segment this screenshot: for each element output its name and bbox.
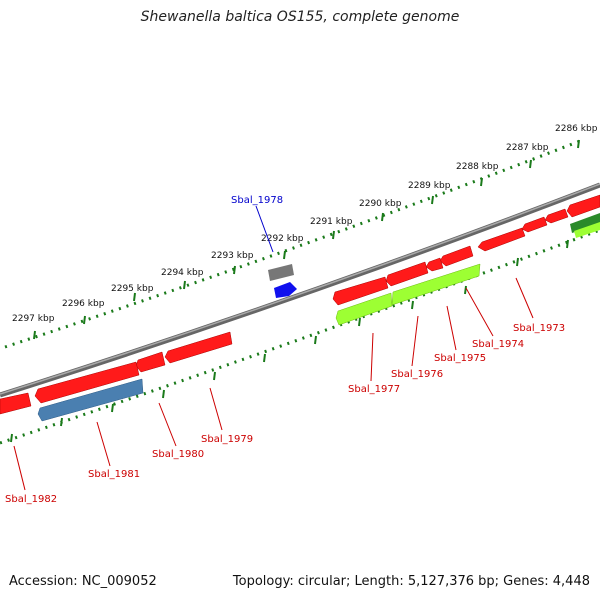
gene-sbal-1973[interactable] — [566, 194, 600, 218]
gene-blue[interactable] — [37, 378, 144, 422]
tick-label-2286: 2286 kbp — [555, 124, 598, 134]
label-sbal-1981: Sbal_1981 — [88, 469, 140, 480]
genome-summary: Topology: circular; Length: 5,127,376 bp… — [232, 574, 590, 589]
genome-backbone — [0, 182, 600, 398]
label-sbal-1982: Sbal_1982 — [5, 494, 57, 505]
gene-sbal-1982-red[interactable] — [34, 361, 140, 404]
tick-label-2287: 2287 kbp — [506, 143, 549, 153]
gene-sbal-1981-red[interactable] — [135, 351, 166, 373]
outer-major-ticks — [33, 139, 580, 340]
reverse-genes — [37, 213, 600, 422]
label-sbal-1975: Sbal_1975 — [434, 353, 486, 364]
tick-label-2294: 2294 kbp — [161, 268, 204, 278]
tick-label-2296: 2296 kbp — [62, 299, 105, 309]
tick-labels: 2286 kbp 2287 kbp 2288 kbp 2289 kbp 2290… — [12, 124, 598, 324]
label-sbal-1973: Sbal_1973 — [513, 323, 565, 334]
gene-sbal-1977[interactable] — [439, 245, 474, 267]
gene-green-edge[interactable] — [570, 213, 600, 233]
label-sbal-1977: Sbal_1977 — [348, 384, 400, 395]
tick-label-2293: 2293 kbp — [211, 251, 254, 261]
label-sbal-1978: Sbal_1978 — [231, 195, 283, 206]
inner-major-ticks — [10, 239, 569, 443]
forward-genes — [0, 194, 600, 415]
tick-label-2290: 2290 kbp — [359, 199, 402, 209]
gene-lime-2[interactable] — [335, 292, 393, 326]
gene-lime-1[interactable] — [391, 263, 481, 306]
gene-sbal-1974[interactable] — [544, 208, 569, 224]
tick-label-2291: 2291 kbp — [310, 217, 353, 227]
gene-sbal-1980-red[interactable] — [164, 331, 233, 364]
gene-sbal-1979-red[interactable] — [332, 276, 389, 306]
tick-label-2289: 2289 kbp — [408, 181, 451, 191]
tick-label-2297: 2297 kbp — [12, 314, 55, 324]
label-sbal-1976: Sbal_1976 — [391, 369, 443, 380]
gene-darkblue[interactable] — [274, 282, 297, 298]
gene-sbal-1976[interactable] — [477, 227, 526, 252]
label-sbal-1979: Sbal_1979 — [201, 434, 253, 445]
tick-label-2292: 2292 kbp — [261, 234, 304, 244]
inner-tick-track — [0, 228, 600, 445]
map-title: Shewanella baltica OS155, complete genom… — [140, 9, 460, 25]
gene-sbal-1978a[interactable] — [425, 257, 444, 272]
gene-lime-edge[interactable] — [574, 222, 600, 238]
gene-gray[interactable] — [268, 264, 294, 281]
tick-label-2288: 2288 kbp — [456, 162, 499, 172]
gene-labels: Sbal_1973 Sbal_1974 Sbal_1975 Sbal_1976 … — [5, 195, 565, 505]
tick-label-2295: 2295 kbp — [111, 284, 154, 294]
gene-sbal-1975[interactable] — [521, 216, 548, 233]
label-leaders — [13, 205, 534, 491]
accession-text: Accession: NC_009052 — [9, 574, 157, 589]
gene-sbal-1978b[interactable] — [385, 261, 429, 287]
label-sbal-1974: Sbal_1974 — [472, 339, 524, 350]
label-sbal-1980: Sbal_1980 — [152, 449, 204, 460]
gene-edge-red[interactable] — [0, 392, 32, 415]
